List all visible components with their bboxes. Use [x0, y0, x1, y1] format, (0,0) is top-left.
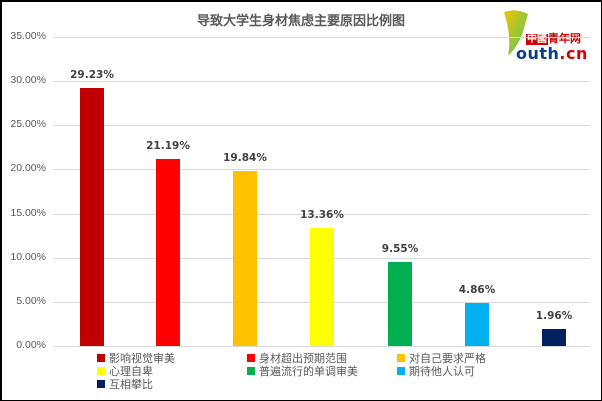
legend-label: 期待他人认可 — [409, 365, 475, 378]
data-label: 13.36% — [300, 209, 344, 222]
y-tick-label: 20.00% — [10, 162, 46, 175]
legend-item: 影响视觉审美 — [97, 350, 175, 366]
chart-title: 导致大学生身材焦虑主要原因比例图 — [196, 14, 405, 29]
gridline — [53, 81, 590, 83]
gridline — [53, 213, 590, 215]
legend-label: 普遍流行的单调审美 — [259, 365, 358, 378]
legend-label: 互相攀比 — [109, 378, 153, 391]
legend-item: 互相攀比 — [97, 376, 153, 392]
bar — [233, 170, 257, 346]
legend-item: 心理自卑 — [97, 363, 153, 379]
legend-swatch — [97, 367, 105, 375]
legend-label: 影响视觉审美 — [109, 352, 175, 365]
data-label: 21.19% — [146, 139, 190, 152]
y-tick-label: 35.00% — [10, 30, 46, 42]
y-tick-label: 30.00% — [10, 74, 46, 87]
legend-item: 普遍流行的单调审美 — [247, 363, 358, 379]
y-tick-label: 0.00% — [16, 339, 46, 351]
bar — [388, 261, 412, 346]
legend-swatch — [247, 367, 255, 375]
bar — [465, 303, 489, 346]
y-tick-label: 25.00% — [10, 118, 46, 131]
legend-swatch — [397, 354, 405, 362]
data-label: 9.55% — [381, 242, 419, 255]
legend-item: 身材超出预期范围 — [247, 350, 347, 366]
legend-swatch — [397, 367, 405, 375]
bar — [310, 228, 334, 346]
legend-swatch — [247, 354, 255, 362]
gridline — [53, 125, 590, 127]
ginkgo-leaf-icon — [504, 10, 528, 56]
y-tick-label: 5.00% — [16, 294, 46, 307]
bar — [156, 158, 180, 346]
gridline — [53, 346, 590, 347]
data-label: 19.84% — [223, 151, 267, 164]
legend-label: 对自己要求严格 — [409, 352, 486, 365]
legend-label: 身材超出预期范围 — [259, 352, 347, 365]
legend-swatch — [97, 354, 105, 362]
logo-youth-text: outh.cn — [516, 44, 588, 63]
logo-cn-text: 中國青年网 — [526, 32, 581, 45]
data-label: 1.96% — [535, 309, 573, 322]
y-tick-label: 15.00% — [10, 206, 46, 219]
bar — [542, 328, 566, 346]
youth-cn-logo: 中國青年网 outh.cn — [502, 8, 598, 68]
gridline — [53, 37, 590, 38]
gridline — [53, 169, 590, 171]
legend-item: 对自己要求严格 — [397, 350, 486, 366]
legend-item: 期待他人认可 — [397, 363, 475, 379]
bar — [80, 87, 104, 346]
legend-label: 心理自卑 — [109, 365, 153, 378]
y-tick-label: 10.00% — [10, 250, 46, 263]
legend-swatch — [97, 380, 105, 388]
data-label: 29.23% — [70, 68, 114, 81]
data-label: 4.86% — [458, 284, 496, 297]
